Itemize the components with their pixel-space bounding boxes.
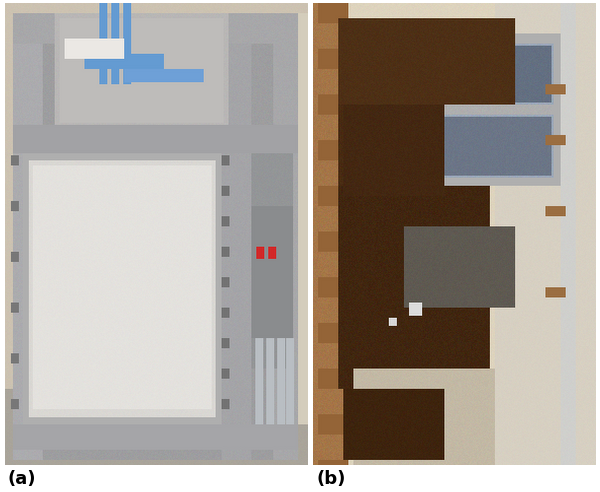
- Text: (a): (a): [8, 470, 36, 488]
- Text: (b): (b): [317, 470, 346, 488]
